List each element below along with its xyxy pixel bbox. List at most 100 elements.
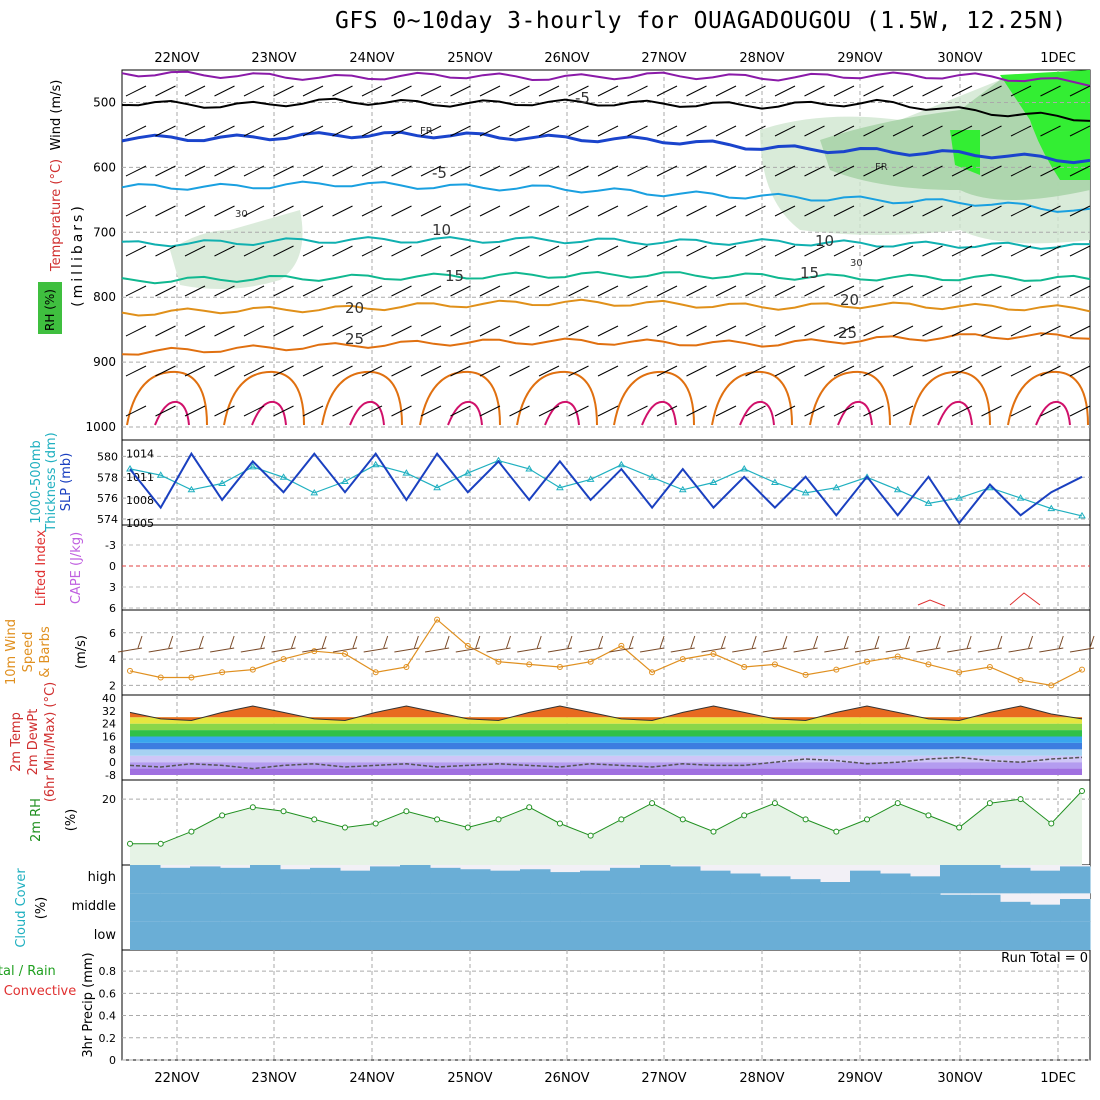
wind10-marker bbox=[833, 666, 840, 673]
top-day-label: 24NOV bbox=[349, 51, 394, 66]
barb10 bbox=[168, 635, 174, 649]
wind-barb bbox=[125, 405, 147, 417]
wind-barb bbox=[302, 125, 324, 137]
wind-barb bbox=[302, 85, 324, 97]
wind-barb bbox=[479, 205, 501, 217]
thickness-marker bbox=[586, 475, 595, 482]
cloud-bar-high bbox=[700, 870, 731, 894]
barb10 bbox=[793, 647, 818, 653]
temp-band bbox=[130, 755, 1082, 763]
bottom-day-label: 22NOV bbox=[154, 1071, 199, 1086]
wind-barb bbox=[361, 325, 383, 337]
isotherm-label: FR bbox=[420, 126, 433, 137]
barb10 bbox=[137, 635, 143, 649]
wind-barb bbox=[892, 205, 914, 217]
temp-band bbox=[130, 730, 1082, 737]
wind-barb bbox=[833, 405, 855, 417]
wind-barb bbox=[627, 245, 648, 257]
ylabel-rh2m: 2m RH bbox=[29, 798, 44, 842]
wind-barb bbox=[656, 285, 678, 297]
wind-barb bbox=[420, 325, 442, 337]
wind-barb bbox=[656, 205, 678, 217]
rh-marker bbox=[1048, 820, 1055, 827]
wind-barb bbox=[125, 285, 147, 297]
wind-barb bbox=[568, 125, 589, 137]
wind-barb bbox=[214, 125, 235, 137]
thickness-marker bbox=[310, 488, 319, 496]
temp-band bbox=[130, 749, 1082, 756]
wind-barb bbox=[804, 245, 825, 257]
wind-barb bbox=[479, 285, 501, 297]
wind-barb bbox=[745, 325, 766, 337]
barb10 bbox=[1028, 635, 1034, 649]
ylabel-wind10: & Barbs bbox=[38, 626, 53, 678]
dewpoint-line bbox=[129, 756, 1083, 770]
barb10 bbox=[854, 647, 880, 653]
wind-barb bbox=[597, 165, 619, 177]
thickness-marker bbox=[463, 469, 472, 476]
barb10 bbox=[260, 635, 266, 649]
wind10-marker bbox=[556, 663, 563, 670]
wind10-marker bbox=[1017, 677, 1024, 684]
wind10-marker bbox=[249, 666, 256, 673]
wind-barb bbox=[332, 245, 353, 257]
wind-barb bbox=[391, 365, 412, 377]
barb10 bbox=[517, 647, 542, 653]
thickness-tick: 578 bbox=[97, 471, 118, 484]
wind-barb bbox=[686, 365, 707, 377]
panel-frame-cape bbox=[121, 524, 1091, 611]
wind-barb bbox=[538, 405, 560, 417]
wind10-marker bbox=[188, 674, 195, 681]
wind-barb bbox=[863, 365, 884, 377]
thickness-line bbox=[129, 459, 1083, 517]
barb10 bbox=[179, 647, 204, 653]
cloud-bar-middle bbox=[370, 893, 401, 922]
cloud-bar-low bbox=[460, 921, 491, 950]
bottom-day-label: 26NOV bbox=[544, 1071, 589, 1086]
pressure-tick-label: 600 bbox=[93, 160, 116, 174]
temp-tick: 24 bbox=[102, 718, 116, 731]
surface-isotherm bbox=[321, 370, 403, 426]
ylabel-temp: Temperature (°C) bbox=[49, 159, 64, 272]
thickness-marker bbox=[1016, 494, 1025, 501]
ylabel-temp2m: 2m Temp bbox=[9, 712, 24, 772]
wind10-marker bbox=[127, 667, 133, 674]
cloud-bar-high bbox=[160, 867, 191, 894]
wind-barb bbox=[804, 325, 825, 337]
wind-barb bbox=[125, 165, 147, 177]
wind-barb bbox=[273, 285, 294, 297]
wind-barb bbox=[568, 165, 589, 177]
wind10-marker bbox=[311, 648, 318, 655]
cloud-bar-middle bbox=[520, 893, 551, 922]
thickness-marker bbox=[433, 483, 441, 491]
wind-barb bbox=[745, 85, 766, 97]
wind10-marker bbox=[280, 656, 287, 663]
wind-barb bbox=[332, 205, 353, 217]
wind-barb bbox=[686, 325, 707, 337]
cloud-bar-low bbox=[910, 921, 941, 950]
slp-line bbox=[129, 451, 1083, 525]
wind-barb bbox=[302, 365, 324, 377]
wind-barb bbox=[627, 125, 648, 137]
cloud-bar-high bbox=[1030, 870, 1061, 894]
surface-isotherm bbox=[223, 370, 305, 426]
cloud-bar-low bbox=[1000, 921, 1031, 950]
isotherm-5 bbox=[121, 180, 1091, 213]
rh-marker bbox=[925, 812, 932, 819]
cloud-bar-high bbox=[310, 867, 341, 894]
wind-barb bbox=[361, 125, 383, 137]
thickness-marker bbox=[863, 473, 871, 480]
wind-barb bbox=[1069, 245, 1091, 257]
wind-barb bbox=[538, 365, 560, 377]
barb10 bbox=[885, 647, 910, 653]
wind-barb bbox=[627, 165, 648, 177]
wind-barb bbox=[1010, 85, 1032, 97]
wind-barb bbox=[243, 325, 265, 337]
isotherm-0FR bbox=[121, 130, 1091, 165]
barb10 bbox=[210, 647, 235, 653]
li-tick: 6 bbox=[109, 602, 116, 615]
cloud-bar-high bbox=[760, 876, 791, 894]
cloud-bar-low bbox=[760, 921, 791, 950]
wind-barb bbox=[1040, 365, 1061, 377]
rh-marker bbox=[311, 816, 318, 823]
